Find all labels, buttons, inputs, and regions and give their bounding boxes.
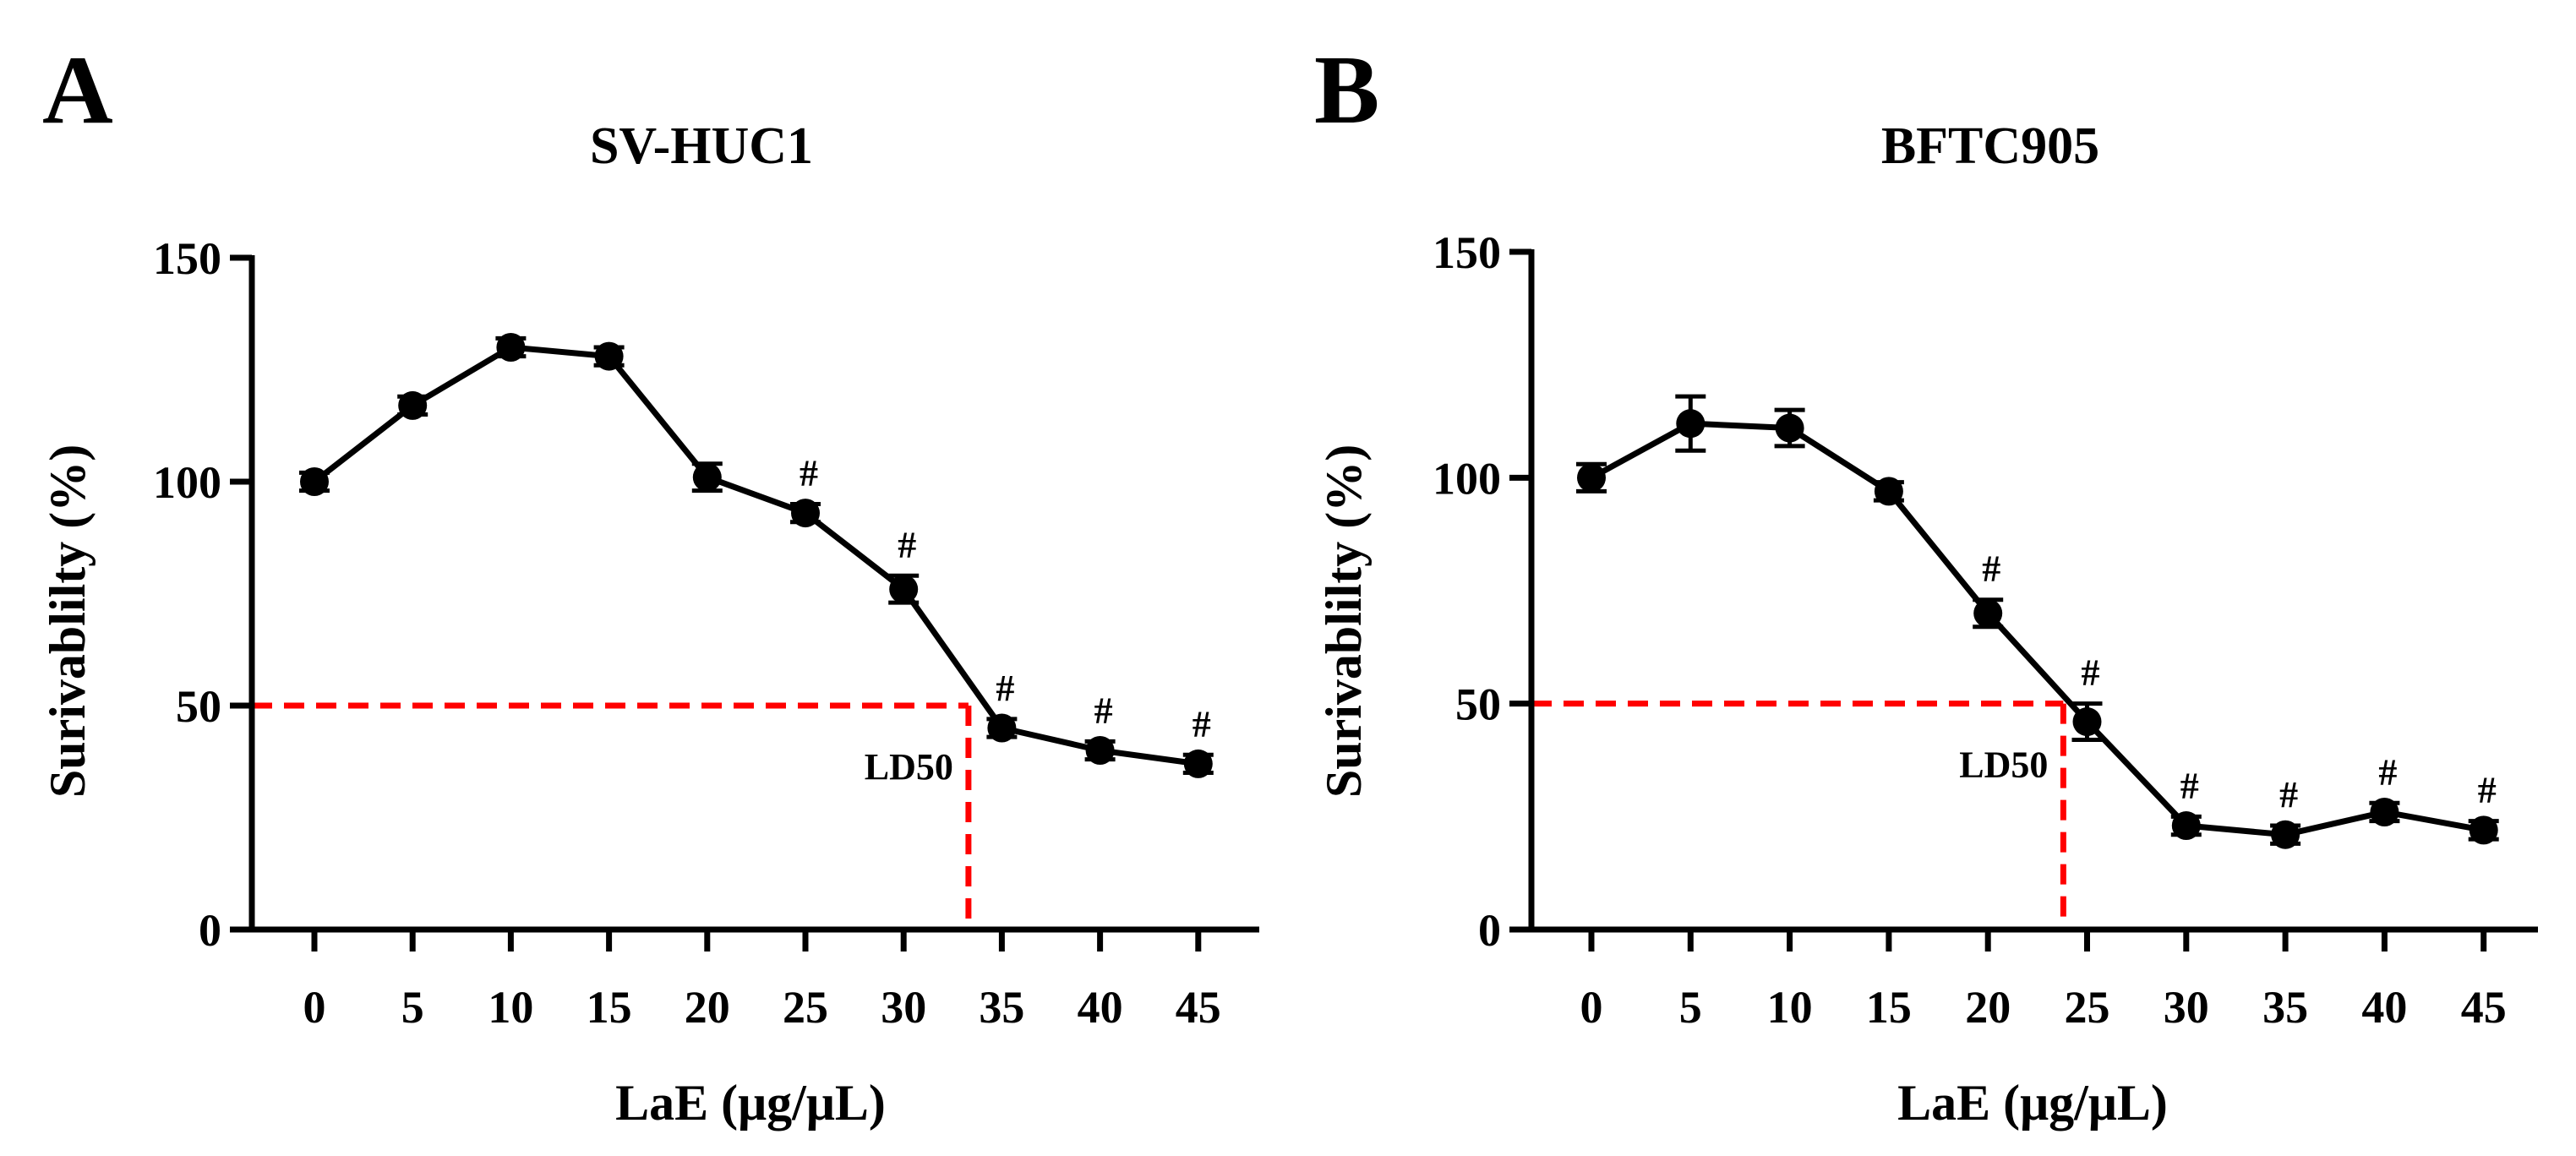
significance-mark: # (2378, 751, 2397, 793)
data-point (496, 333, 526, 362)
y-tick-label: 50 (176, 681, 221, 732)
significance-mark: # (800, 453, 818, 494)
series-line (1590, 420, 2485, 838)
x-tick-label: 25 (783, 982, 828, 1033)
panel-a-ylabel: Surivablilty (%) (40, 444, 96, 798)
data-point (987, 713, 1017, 743)
data-point (398, 390, 428, 420)
x-tick-label: 30 (881, 982, 926, 1033)
data-point (791, 499, 820, 528)
significance-mark: # (2478, 770, 2497, 811)
y-tick-label: 150 (1433, 227, 1501, 278)
significance-mark: # (2279, 774, 2298, 815)
x-tick-label: 30 (2164, 982, 2209, 1033)
data-point (1183, 749, 1213, 778)
data-point (2469, 815, 2498, 845)
panel-b-letter: B (1314, 36, 1379, 144)
x-tick-label: 20 (1965, 982, 2011, 1033)
significance-mark: # (1192, 703, 1211, 744)
panel-b: B BFTC905 Surivablilty (%) LaE (μg/μL) L… (1314, 36, 2538, 1131)
x-tick-label: 40 (1078, 982, 1123, 1033)
ld50-label: LD50 (865, 746, 953, 788)
panel-b-plot: LD50 0 50 100 150 0 5 10 15 20 25 30 35 40 45 # # # # # # (1433, 227, 2538, 1033)
data-point (300, 467, 329, 496)
x-tick-label: 20 (685, 982, 730, 1033)
data-point (1676, 409, 1706, 439)
data-point (1874, 477, 1903, 506)
x-tick-label: 10 (1767, 982, 1813, 1033)
data-point (889, 575, 919, 604)
panel-a-letter: A (42, 36, 113, 144)
panel-a: A SV-HUC1 Surivablilty (%) LaE (μg/μL) L… (40, 36, 1259, 1131)
panel-a-xlabel: LaE (μg/μL) (615, 1075, 886, 1131)
y-tick-label: 0 (199, 905, 221, 956)
y-tick-label: 0 (1478, 905, 1501, 956)
significance-mark: # (2180, 765, 2199, 806)
x-tick-label: 45 (2461, 982, 2507, 1033)
significance-mark: # (1094, 690, 1113, 731)
x-tick-label: 45 (1176, 982, 1221, 1033)
significance-mark: # (1982, 548, 2000, 590)
y-tick-label: 100 (1433, 453, 1501, 504)
x-tick-label: 15 (1866, 982, 1912, 1033)
y-tick-label: 150 (153, 233, 221, 284)
x-tick-label: 0 (303, 982, 326, 1033)
data-point (1973, 598, 2003, 628)
x-tick-label: 25 (2065, 982, 2110, 1033)
significance-mark: # (2082, 652, 2100, 694)
x-tick-label: 5 (1679, 982, 1702, 1033)
x-tick-label: 0 (1580, 982, 1603, 1033)
significance-mark: # (996, 668, 1014, 709)
x-tick-label: 10 (488, 982, 533, 1033)
panel-b-xlabel: LaE (μg/μL) (1897, 1075, 2168, 1131)
x-tick-label: 35 (979, 982, 1024, 1033)
y-tick-label: 50 (1455, 679, 1501, 730)
y-tick-label: 100 (153, 457, 221, 508)
panel-a-plot: LD50 0 50 100 150 0 5 10 15 20 25 30 35 40 45 # # # # # (153, 233, 1259, 1033)
significance-mark: # (898, 524, 916, 565)
series-line (312, 344, 1199, 767)
data-point (594, 341, 624, 371)
ld50-label: LD50 (1959, 744, 2048, 786)
panel-b-title: BFTC905 (1881, 117, 2099, 175)
data-point (1085, 736, 1115, 765)
data-point (2072, 707, 2102, 737)
panel-b-ylabel: Surivablilty (%) (1316, 444, 1372, 798)
x-tick-label: 15 (587, 982, 632, 1033)
data-point (692, 462, 722, 492)
panel-a-title: SV-HUC1 (590, 117, 813, 175)
data-point (1577, 463, 1606, 493)
data-point (2171, 811, 2201, 841)
x-tick-label: 40 (2361, 982, 2407, 1033)
x-tick-label: 35 (2262, 982, 2308, 1033)
x-tick-label: 5 (401, 982, 424, 1033)
data-point (2271, 820, 2300, 849)
data-point (1775, 413, 1804, 443)
data-point (2370, 797, 2399, 826)
